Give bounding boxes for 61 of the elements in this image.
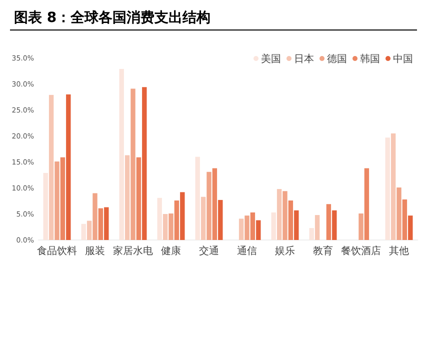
bar (206, 172, 212, 240)
bar (43, 172, 48, 240)
bar (66, 94, 71, 240)
bar (288, 200, 294, 240)
bar (244, 216, 250, 240)
bar (200, 196, 206, 240)
x-tick-label: 餐饮酒店 (341, 245, 381, 257)
legend-label: 日本 (294, 53, 314, 65)
bar (408, 216, 413, 240)
bar (358, 213, 364, 240)
bar (60, 157, 66, 240)
bar (157, 198, 162, 240)
bar (256, 220, 261, 240)
bar (124, 155, 130, 240)
legend-label: 韩国 (360, 53, 380, 65)
x-tick-label: 其他 (389, 245, 409, 257)
bar (142, 87, 147, 240)
bar (309, 228, 314, 240)
bar (168, 213, 174, 240)
x-tick-label: 交通 (199, 245, 219, 257)
bar (180, 192, 185, 240)
bar (390, 133, 396, 240)
bar (212, 168, 218, 240)
bar (402, 199, 408, 240)
bar (250, 212, 256, 240)
bar (195, 156, 200, 240)
bar (104, 207, 109, 240)
bar (314, 215, 320, 240)
x-tick-label: 服装 (85, 245, 105, 257)
bar (326, 204, 332, 240)
bar (271, 212, 276, 240)
x-tick-label: 通信 (237, 245, 257, 257)
bar (218, 200, 223, 240)
bar (81, 224, 86, 240)
bar (294, 210, 299, 240)
bar (130, 88, 136, 240)
x-tick-label: 教育 (313, 245, 333, 257)
bar (396, 187, 402, 240)
x-tick-label: 家居水电 (113, 245, 153, 257)
x-tick-label: 食品饮料 (37, 245, 77, 257)
bar (364, 168, 370, 240)
legend-label: 美国 (261, 53, 281, 65)
legend-label: 中国 (393, 53, 413, 65)
bar (282, 191, 288, 240)
bar (119, 68, 124, 240)
bar (238, 218, 244, 240)
bar (136, 157, 142, 240)
bar (48, 94, 54, 240)
bar (162, 214, 168, 240)
bar (332, 210, 337, 240)
bar (54, 161, 60, 240)
x-tick-label: 健康 (161, 245, 181, 257)
legend-label: 德国 (327, 54, 347, 65)
bar (276, 189, 282, 240)
title: 图表 8：全球各国消费支出结构 (14, 10, 211, 26)
bar (174, 200, 180, 240)
x-tick-label: 娱乐 (275, 245, 295, 257)
bar (98, 208, 104, 240)
bar (86, 220, 92, 240)
bar (385, 138, 390, 240)
bar (92, 193, 98, 240)
